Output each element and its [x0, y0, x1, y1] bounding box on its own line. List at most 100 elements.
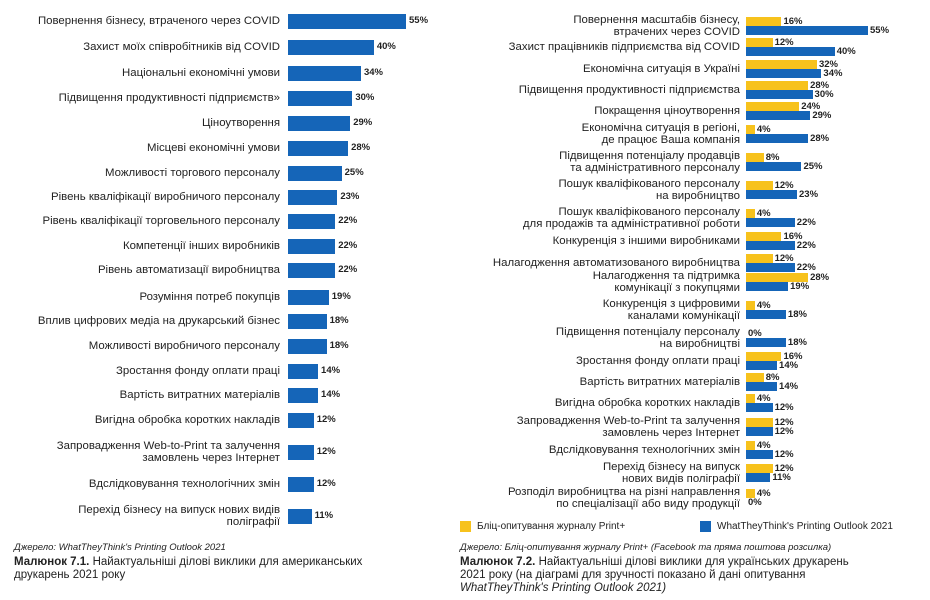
category-label: Захист працівників підприємства від COVI…: [509, 41, 740, 53]
data-label: 12%: [774, 252, 794, 264]
data-label: 0%: [748, 327, 762, 339]
bar: [746, 254, 773, 263]
data-label: 16%: [783, 230, 803, 242]
bar: [746, 382, 778, 391]
bar: [746, 181, 773, 190]
category-label-line: Повернення масштабів бізнесу,: [573, 14, 740, 26]
bar: [288, 140, 349, 156]
category-label-line: Рівень кваліфікації виробничого персонал…: [51, 191, 280, 203]
bar: [288, 363, 319, 379]
category-label: Розподіл виробництва на різні направленн…: [508, 486, 740, 510]
category-label: Налагодження та підтримка комунікації з п…: [593, 270, 740, 294]
category-label-line: Рівень автоматизації виробництва: [97, 264, 280, 276]
bar: [288, 289, 329, 305]
bar: [288, 165, 342, 181]
category-label-line: Налагодження автоматизованого виробництв…: [492, 257, 740, 269]
category-label-line: Підвищення потенціалу продавців: [559, 150, 740, 162]
data-label: 4%: [756, 123, 771, 135]
category-label: Підвищення продуктивності підприємства: [519, 84, 740, 96]
category-label: Рівень кваліфікації виробничого персонал…: [51, 191, 280, 203]
category-label: Можливості виробничого персоналу: [89, 340, 280, 352]
data-label: 25%: [803, 160, 823, 172]
category-label: Конкуренція з іншими виробниками: [553, 235, 740, 247]
bar: [746, 190, 798, 199]
legend-swatch-blue: [700, 521, 711, 532]
data-label: 24%: [801, 100, 821, 112]
bar: [288, 262, 336, 278]
category-label-line: Ціноутворення: [201, 117, 280, 129]
chart-us-printers: Повернення бізнесу, втраченого через COV…: [0, 0, 450, 600]
data-label: 34%: [363, 67, 383, 78]
data-label: 8%: [765, 151, 780, 163]
caption-number: Малюнок 7.1.: [14, 556, 90, 568]
category-label-line: Вплив цифрових медіа на друкарський бізн…: [37, 315, 280, 327]
bar: [746, 218, 795, 227]
category-label: Пошук кваліфікованого персоналу на виробн…: [558, 178, 740, 202]
category-label: Економічна ситуація в регіоні, де працює …: [582, 122, 740, 146]
category-label-line: Місцеві економічні умови: [146, 142, 280, 154]
bar: [746, 373, 764, 382]
data-label: 18%: [329, 315, 349, 326]
category-label-line: Повернення бізнесу, втраченого через COV…: [37, 15, 280, 27]
bar: [746, 153, 764, 162]
legend-item-print-plus: Бліц-опитування журналу Print+: [460, 521, 625, 532]
category-label: Налагодження автоматизованого виробництв…: [493, 257, 740, 269]
bar: [746, 263, 795, 272]
category-label-line: Вартість витратних матеріалів: [579, 376, 740, 388]
category-label-line: Вдслідковування технологічних змін: [88, 478, 280, 490]
bar: [746, 352, 782, 361]
bar: [746, 282, 789, 291]
category-label-line: Підвищення продуктивності підприємства: [518, 84, 740, 96]
category-label: Запровадження Web-to-Print та залучення з…: [517, 415, 740, 439]
source-note-us: Джерело: WhatTheyThink's Printing Outloo…: [14, 542, 226, 553]
category-label: Рівень автоматизації виробництва: [98, 264, 280, 276]
category-label-line: комунікації з покупцями: [614, 282, 740, 294]
caption-line: Найактуальніші ділові виклики для україн…: [538, 556, 849, 568]
data-label: 28%: [810, 132, 830, 144]
data-label: 28%: [351, 142, 371, 153]
bar: [746, 361, 778, 370]
category-label-line: Запровадження Web-to-Print та залучення: [516, 415, 740, 427]
data-label: 11%: [772, 471, 791, 483]
data-label: 18%: [787, 336, 807, 348]
bar: [746, 394, 755, 403]
category-label-line: Перехід бізнесу на випуск нових видів: [78, 504, 280, 516]
bar: [746, 273, 809, 282]
bar: [746, 38, 773, 47]
data-label: 12%: [774, 36, 794, 48]
data-label: 12%: [774, 425, 794, 437]
category-label: Покращення ціноутворення: [594, 105, 740, 117]
source-note-ua: Джерело: Бліц-опитування журналу Print+ …: [460, 542, 832, 553]
data-label: 22%: [338, 215, 358, 226]
category-label: Перехід бізнесу на випуск нових видів пол…: [78, 504, 280, 528]
bar: [746, 162, 802, 171]
bar: [288, 13, 406, 29]
category-label-line: Компетенції інших виробників: [122, 240, 280, 252]
category-label-line: Розподіл виробництва на різні направленн…: [507, 486, 740, 498]
caption-line: Найактуальніші ділові виклики для америк…: [92, 556, 363, 568]
data-label: 22%: [338, 264, 358, 275]
category-label-line: Підвищення продуктивності підприємств»: [58, 92, 280, 104]
bar: [288, 338, 327, 354]
category-label-line: Національні економічні умови: [122, 67, 280, 79]
data-label: 22%: [796, 216, 816, 228]
bar: [288, 238, 336, 254]
data-label: 34%: [823, 67, 843, 79]
category-label-line: для продажів та адміністративної роботи: [522, 218, 740, 230]
category-label-line: Зростання фонду оплати праці: [116, 365, 280, 377]
category-label-line: та адміністративного персоналу: [570, 162, 740, 174]
bar: [288, 508, 312, 524]
data-label: 18%: [787, 308, 807, 320]
caption-line: WhatTheyThink's Printing Outlook 2021): [460, 582, 667, 594]
data-label: 12%: [774, 416, 794, 428]
category-label: Економічна ситуація в Україні: [583, 63, 740, 75]
data-label: 55%: [870, 24, 890, 36]
category-label: Розуміння потреб покупців: [139, 291, 280, 303]
caption-number: Малюнок 7.2.: [460, 556, 536, 568]
category-label: Національні економічні умови: [122, 67, 280, 79]
data-label: 28%: [810, 79, 830, 91]
bar: [288, 476, 314, 492]
category-label-line: Вигідна обробка коротких накладів: [94, 414, 280, 426]
category-label-line: Перехід бізнесу на випуск: [602, 461, 740, 473]
